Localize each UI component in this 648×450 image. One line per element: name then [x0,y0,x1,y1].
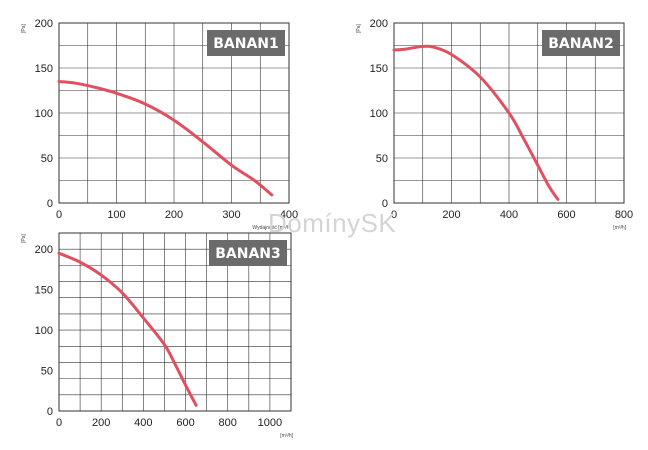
chart-1: 0 100 200 300 400 0 50 100 150 200 [Pa] Wydajność [… [21,18,298,231]
chart-title-badge: BANAN2 [548,36,614,52]
y-tick-label: 150 [35,285,53,297]
y-tick-label: 50 [41,153,53,165]
y-tick-label: 150 [35,63,53,75]
y-tick-label: 200 [370,18,388,30]
plot-frame [58,22,290,204]
chart-2: 0 200 400 600 800 0 50 100 150 200 [Pa] [m³/h] BANAN… [356,18,633,231]
y-tick-label: 50 [41,366,53,378]
y-tick-label: 0 [47,198,53,210]
y-tick-label: 150 [370,63,388,75]
x-tick-label: 200 [165,209,183,221]
plot-frame [393,22,625,204]
x-tick-label: 800 [219,417,237,429]
y-tick-label: 100 [35,108,53,120]
chart-title-badge: BANAN1 [213,36,279,52]
chart-title-badge: BANAN3 [215,246,281,262]
x-tick-label: 200 [442,209,460,221]
badge-background [209,240,287,266]
x-axis-unit: [m³/h] [280,433,293,439]
x-tick-label: 300 [222,209,240,221]
x-tick-label: 800 [615,209,633,221]
badge-background [207,30,285,56]
performance-curve-line [57,251,198,407]
y-tick-label: 200 [35,244,53,256]
y-tick-label: 100 [35,325,53,337]
y-tick-label: 50 [376,153,388,165]
y-tick-label: 100 [370,108,388,120]
watermark-text: DomínySK [268,208,397,238]
x-tick-label: 0 [56,417,62,429]
x-axis-unit: [m³/h] [613,225,626,231]
x-tick-label: 100 [107,209,125,221]
y-tick-label: 0 [382,198,388,210]
performance-curve-line [57,80,274,197]
x-tick-label: 400 [134,417,152,429]
x-tick-label: 0 [56,209,62,221]
x-tick-label: 600 [557,209,575,221]
x-tick-label: 1000 [258,417,282,429]
x-tick-label: 200 [92,417,110,429]
x-tick-label: 600 [176,417,194,429]
badge-background [542,30,620,56]
x-tick-label: 0 [391,209,397,221]
x-axis-unit: Wydajność [m³/h] [252,225,291,231]
chart-3: 0 200 400 600 800 1000 0 50 100 150 200 [Pa] [m³/h] B… [21,232,294,439]
y-axis-unit: [Pa] [21,23,27,33]
y-tick-label: 0 [47,406,53,418]
x-tick-label: 400 [280,209,298,221]
plot-frame [58,232,292,412]
y-axis-unit: [Pa] [356,23,362,33]
y-tick-label: 200 [35,18,53,30]
performance-curve-line [392,44,560,201]
y-axis-unit: [Pa] [21,233,27,243]
x-tick-label: 400 [500,209,518,221]
